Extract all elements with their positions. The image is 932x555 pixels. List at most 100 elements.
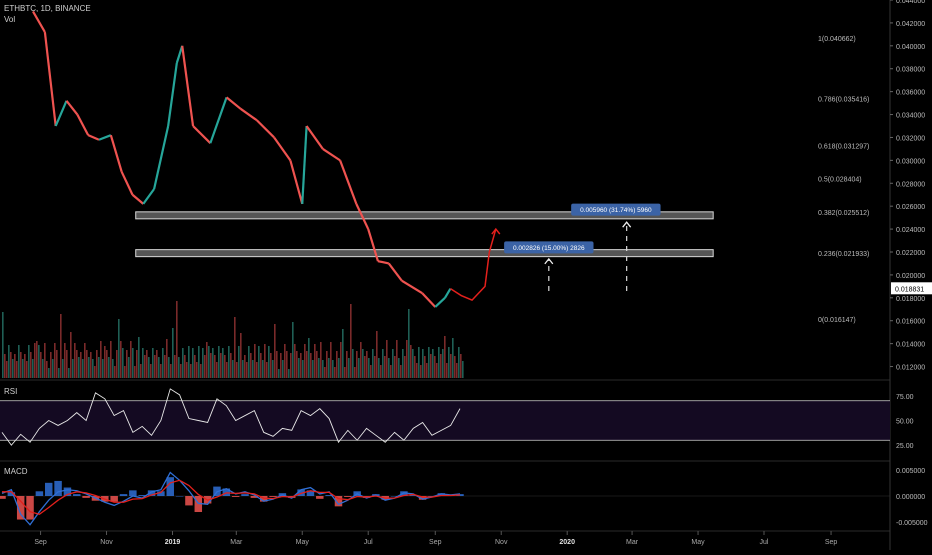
y-tick-label: 0.040000 [896, 44, 925, 51]
volume-bar [104, 346, 106, 378]
volume-bar [374, 356, 376, 378]
rsi-band-fill [0, 400, 890, 441]
current-price-label: 0.018831 [895, 286, 924, 293]
volume-bar [156, 350, 158, 378]
volume-bar [134, 366, 136, 378]
volume-bar [366, 351, 368, 378]
macd-histogram-bar [325, 495, 333, 496]
x-tick-label: Mar [626, 539, 639, 546]
volume-bar [368, 358, 370, 378]
volume-bar [290, 353, 292, 378]
macd-histogram-bar [7, 492, 16, 496]
volume-bar [372, 349, 374, 378]
price-segment [142, 188, 156, 205]
volume-bar [174, 355, 176, 378]
macd-histogram-bar [409, 495, 418, 496]
volume-bar [76, 350, 78, 378]
volume-bar [416, 363, 418, 378]
volume-bar [280, 353, 282, 378]
price-segment [301, 125, 308, 204]
volume-bar [62, 359, 64, 378]
volume-bar [242, 360, 244, 378]
volume-bar [252, 360, 254, 378]
x-tick-label: 2019 [165, 539, 181, 546]
volume-bar [236, 362, 238, 378]
volume-bar [116, 350, 118, 378]
volume-label: Vol [4, 15, 16, 24]
volume-bar [358, 358, 360, 378]
x-tick-label: May [691, 539, 705, 546]
volume-bar [432, 349, 434, 378]
price-segment [355, 203, 370, 230]
volume-bar [120, 341, 122, 378]
rsi-tick-label: 25.00 [896, 443, 914, 450]
volume-bar [142, 348, 144, 378]
volume-bar [380, 365, 382, 378]
macd-histogram-bar [138, 495, 146, 496]
volume-bar [296, 351, 298, 378]
volume-bar [400, 365, 402, 378]
volume-bar [74, 343, 76, 378]
volume-bar [448, 347, 450, 378]
volume-bar [228, 346, 230, 378]
macd-histogram-bar [241, 494, 249, 496]
volume-bar [304, 344, 306, 378]
volume-bar [8, 345, 10, 378]
x-tick-label: Nov [495, 539, 508, 546]
volume-bar [124, 366, 126, 378]
measure-box [571, 203, 661, 216]
volume-bar [166, 339, 168, 378]
volume-bar [312, 360, 314, 378]
price-segment [181, 45, 195, 127]
macd-histogram-bar [400, 491, 408, 496]
volume-bar [328, 358, 330, 378]
volume-bar [356, 351, 358, 378]
volume-bar [118, 319, 120, 378]
volume-bar [158, 357, 160, 378]
price-segment [289, 160, 304, 205]
volume-bar [440, 354, 442, 378]
macd-histogram-bar [166, 477, 174, 496]
volume-bar [424, 356, 426, 378]
volume-bar [6, 361, 8, 378]
volume-bar [26, 361, 28, 378]
volume-bar [248, 346, 250, 378]
price-segment [209, 96, 228, 144]
volume-bar [254, 344, 256, 378]
volume-bar [260, 353, 262, 378]
volume-bar [46, 361, 48, 378]
volume-bar [324, 367, 326, 378]
macd-histogram-bar [147, 490, 156, 496]
volume-bar [428, 347, 430, 378]
price-segment [131, 193, 145, 205]
volume-bar [218, 346, 220, 378]
volume-bar [130, 341, 132, 378]
volume-bar [268, 346, 270, 378]
current-price-tag [891, 282, 932, 295]
volume-bar [88, 357, 90, 378]
volume-bar [180, 364, 182, 378]
macd-histogram-bar [119, 494, 128, 496]
volume-bar [14, 354, 16, 378]
y-tick-label: 0.022000 [896, 250, 925, 257]
volume-bar [320, 342, 322, 378]
price-segment [322, 147, 341, 162]
macd-histogram-bar [306, 490, 315, 496]
rsi-tick-label: 50.00 [896, 419, 914, 426]
y-tick-label: 0.024000 [896, 227, 925, 234]
volume-bar [144, 355, 146, 378]
x-tick-label: Sep [429, 539, 442, 546]
volume-bar [396, 340, 398, 378]
x-tick-label: 2020 [559, 539, 575, 546]
volume-bar [202, 348, 204, 378]
macd-signal-line [2, 479, 461, 516]
volume-bar [102, 359, 104, 378]
volume-bar [206, 342, 208, 378]
volume-bar [192, 348, 194, 378]
volume-bar [382, 349, 384, 378]
volume-bar [422, 349, 424, 378]
price-segment [377, 260, 389, 265]
volume-bar [270, 353, 272, 378]
